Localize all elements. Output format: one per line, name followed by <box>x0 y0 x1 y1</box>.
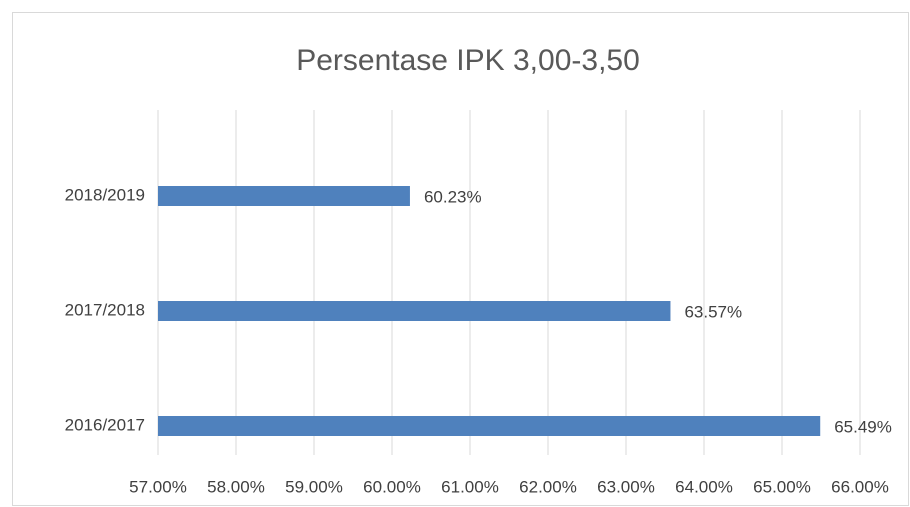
bar <box>158 416 821 436</box>
x-tick-label: 64.00% <box>675 477 733 496</box>
x-tick-label: 57.00% <box>129 477 187 496</box>
x-tick-label: 60.00% <box>363 477 421 496</box>
x-tick-label: 66.00% <box>831 477 889 496</box>
y-tick-label: 2017/2018 <box>65 300 145 319</box>
x-tick-label: 62.00% <box>519 477 577 496</box>
chart-title: Persentase IPK 3,00-3,50 <box>296 44 640 77</box>
x-tick-label: 58.00% <box>207 477 265 496</box>
data-label: 60.23% <box>424 187 482 206</box>
y-tick-label: 2018/2019 <box>65 185 145 204</box>
bar <box>158 301 671 321</box>
data-label: 63.57% <box>684 302 742 321</box>
x-tick-label: 65.00% <box>753 477 811 496</box>
bar <box>158 186 410 206</box>
x-tick-label: 59.00% <box>285 477 343 496</box>
y-tick-label: 2016/2017 <box>65 415 145 434</box>
x-tick-label: 63.00% <box>597 477 655 496</box>
data-label: 65.49% <box>834 417 892 436</box>
x-tick-label: 61.00% <box>441 477 499 496</box>
